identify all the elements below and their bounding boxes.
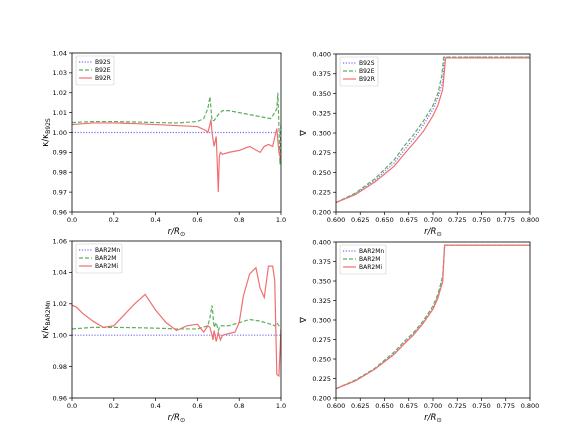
x-tick-label: 0.650 [375, 216, 394, 224]
y-tick-label: 0.275 [312, 149, 331, 157]
y-tick-label: 0.96 [53, 208, 67, 216]
x-tick-label: 0.2 [109, 216, 119, 224]
legend-label-bar2m: BAR2M [95, 255, 116, 262]
y-tick-label: 0.300 [312, 316, 331, 324]
y-axis-label: ∇ [299, 130, 309, 137]
x-tick-label: 0.625 [351, 402, 370, 410]
x-tick-label: 0.600 [327, 216, 346, 224]
legend-label-bar2mi: BAR2Mi [95, 263, 118, 270]
y-axis-label: κ/κBAR2Mn [41, 300, 52, 338]
x-axis-label: r/R⊙ [168, 413, 186, 424]
y-tick-label: 1.00 [53, 129, 67, 137]
y-tick-label: 0.99 [53, 149, 67, 157]
legend-label-b92s: B92S [95, 59, 111, 66]
y-tick-label: 1.03 [53, 69, 67, 77]
y-tick-label: 0.200 [312, 208, 331, 216]
y-axis-label: κ/κB92S [41, 118, 52, 147]
x-tick-label: 0.4 [150, 216, 160, 224]
y-tick-label: 0.97 [53, 188, 67, 196]
y-tick-label: 1.00 [53, 332, 67, 340]
x-tick-label: 0.700 [424, 402, 443, 410]
x-axis-label: r/R⊙ [424, 413, 442, 424]
x-tick-label: 0.2 [109, 402, 119, 410]
series-line-b92e [72, 92, 281, 165]
x-tick-label: 0.700 [424, 216, 443, 224]
y-tick-label: 0.400 [312, 50, 331, 58]
y-tick-label: 0.400 [312, 238, 331, 246]
x-tick-label: 0.775 [496, 402, 515, 410]
chart-panel-top-left: 0.0 0.2 0.4 0.6 0.8 1.0 0.96 0.97 0.98 0.99 1.00 1.… [41, 49, 286, 238]
x-axis-label: r/R⊙ [168, 227, 186, 238]
y-tick-label: 1.02 [53, 300, 67, 308]
y-tick-label: 0.300 [312, 129, 331, 137]
x-axis-label: r/R⊙ [424, 227, 442, 238]
y-tick-label: 0.250 [312, 355, 331, 363]
x-tick-label: 0.6 [192, 402, 202, 410]
x-tick-label: 0.625 [351, 216, 370, 224]
y-tick-label: 0.225 [312, 189, 331, 197]
chart-panel-bottom-right: 0.600 0.625 0.650 0.675 0.700 0.725 0.750 0.775… [299, 238, 539, 424]
y-axis-label: ∇ [299, 317, 309, 324]
y-tick-label: 0.98 [53, 169, 67, 177]
x-tick-label: 1.0 [276, 402, 286, 410]
x-tick-label: 0.675 [399, 402, 418, 410]
y-tick-label: 1.04 [53, 269, 67, 277]
y-tick-label: 0.250 [312, 169, 331, 177]
legend-label-b92s: B92S [359, 60, 375, 67]
legend-label-b92r: B92R [359, 76, 375, 83]
x-tick-label: 0.725 [448, 216, 467, 224]
x-tick-label: 0.650 [375, 402, 394, 410]
y-tick-label: 1.06 [53, 237, 67, 245]
y-tick-label: 0.275 [312, 336, 331, 344]
legend-label-bar2mn: BAR2Mn [359, 248, 384, 255]
x-tick-label: 0.8 [234, 216, 244, 224]
x-tick-label: 0.675 [399, 216, 418, 224]
x-tick-label: 0.775 [496, 216, 515, 224]
series-line-b92r [72, 119, 281, 193]
x-tick-label: 0.0 [67, 402, 77, 410]
plot-frame [71, 240, 282, 399]
y-tick-label: 0.350 [312, 90, 331, 98]
x-tick-label: 0.8 [234, 402, 244, 410]
y-tick-label: 0.375 [312, 70, 331, 78]
series-line-bar2mi [336, 244, 530, 390]
x-tick-label: 0.0 [67, 216, 77, 224]
legend-label-bar2mi: BAR2Mi [359, 264, 382, 271]
y-tick-label: 0.96 [53, 394, 67, 402]
y-tick-label: 0.375 [312, 258, 331, 266]
legend-label-bar2mn: BAR2Mn [95, 247, 120, 254]
y-tick-label: 0.200 [312, 394, 331, 402]
x-tick-label: 0.4 [150, 402, 160, 410]
chart-panel-bottom-left: 0.0 0.2 0.4 0.6 0.8 1.0 0.96 0.98 1.00 1.02 1.04 1.… [41, 237, 286, 424]
y-tick-label: 1.04 [53, 49, 67, 57]
x-tick-label: 0.800 [521, 402, 540, 410]
y-tick-label: 1.02 [53, 89, 67, 97]
x-tick-label: 0.725 [448, 402, 467, 410]
y-tick-label: 1.01 [53, 109, 67, 117]
series-line-bar2mi [72, 265, 281, 378]
series-line-bar2m [336, 244, 530, 390]
y-tick-label: 0.98 [53, 363, 67, 371]
x-tick-label: 0.750 [472, 216, 491, 224]
y-tick-label: 0.350 [312, 277, 331, 285]
y-tick-label: 0.325 [312, 110, 331, 118]
x-tick-label: 1.0 [276, 216, 286, 224]
legend-label-b92e: B92E [359, 68, 375, 75]
y-tick-label: 0.225 [312, 375, 331, 383]
x-tick-label: 0.800 [521, 216, 540, 224]
legend-label-b92r: B92R [95, 75, 111, 82]
x-tick-label: 0.750 [472, 402, 491, 410]
series-line-b92r [336, 57, 530, 204]
legend-label-b92e: B92E [95, 67, 111, 74]
chart-panel-top-right: 0.600 0.625 0.650 0.675 0.700 0.725 0.750 0.775… [299, 50, 539, 238]
legend-label-bar2m: BAR2M [359, 256, 380, 263]
x-tick-label: 0.6 [192, 216, 202, 224]
y-tick-label: 0.325 [312, 297, 331, 305]
x-tick-label: 0.600 [327, 402, 346, 410]
